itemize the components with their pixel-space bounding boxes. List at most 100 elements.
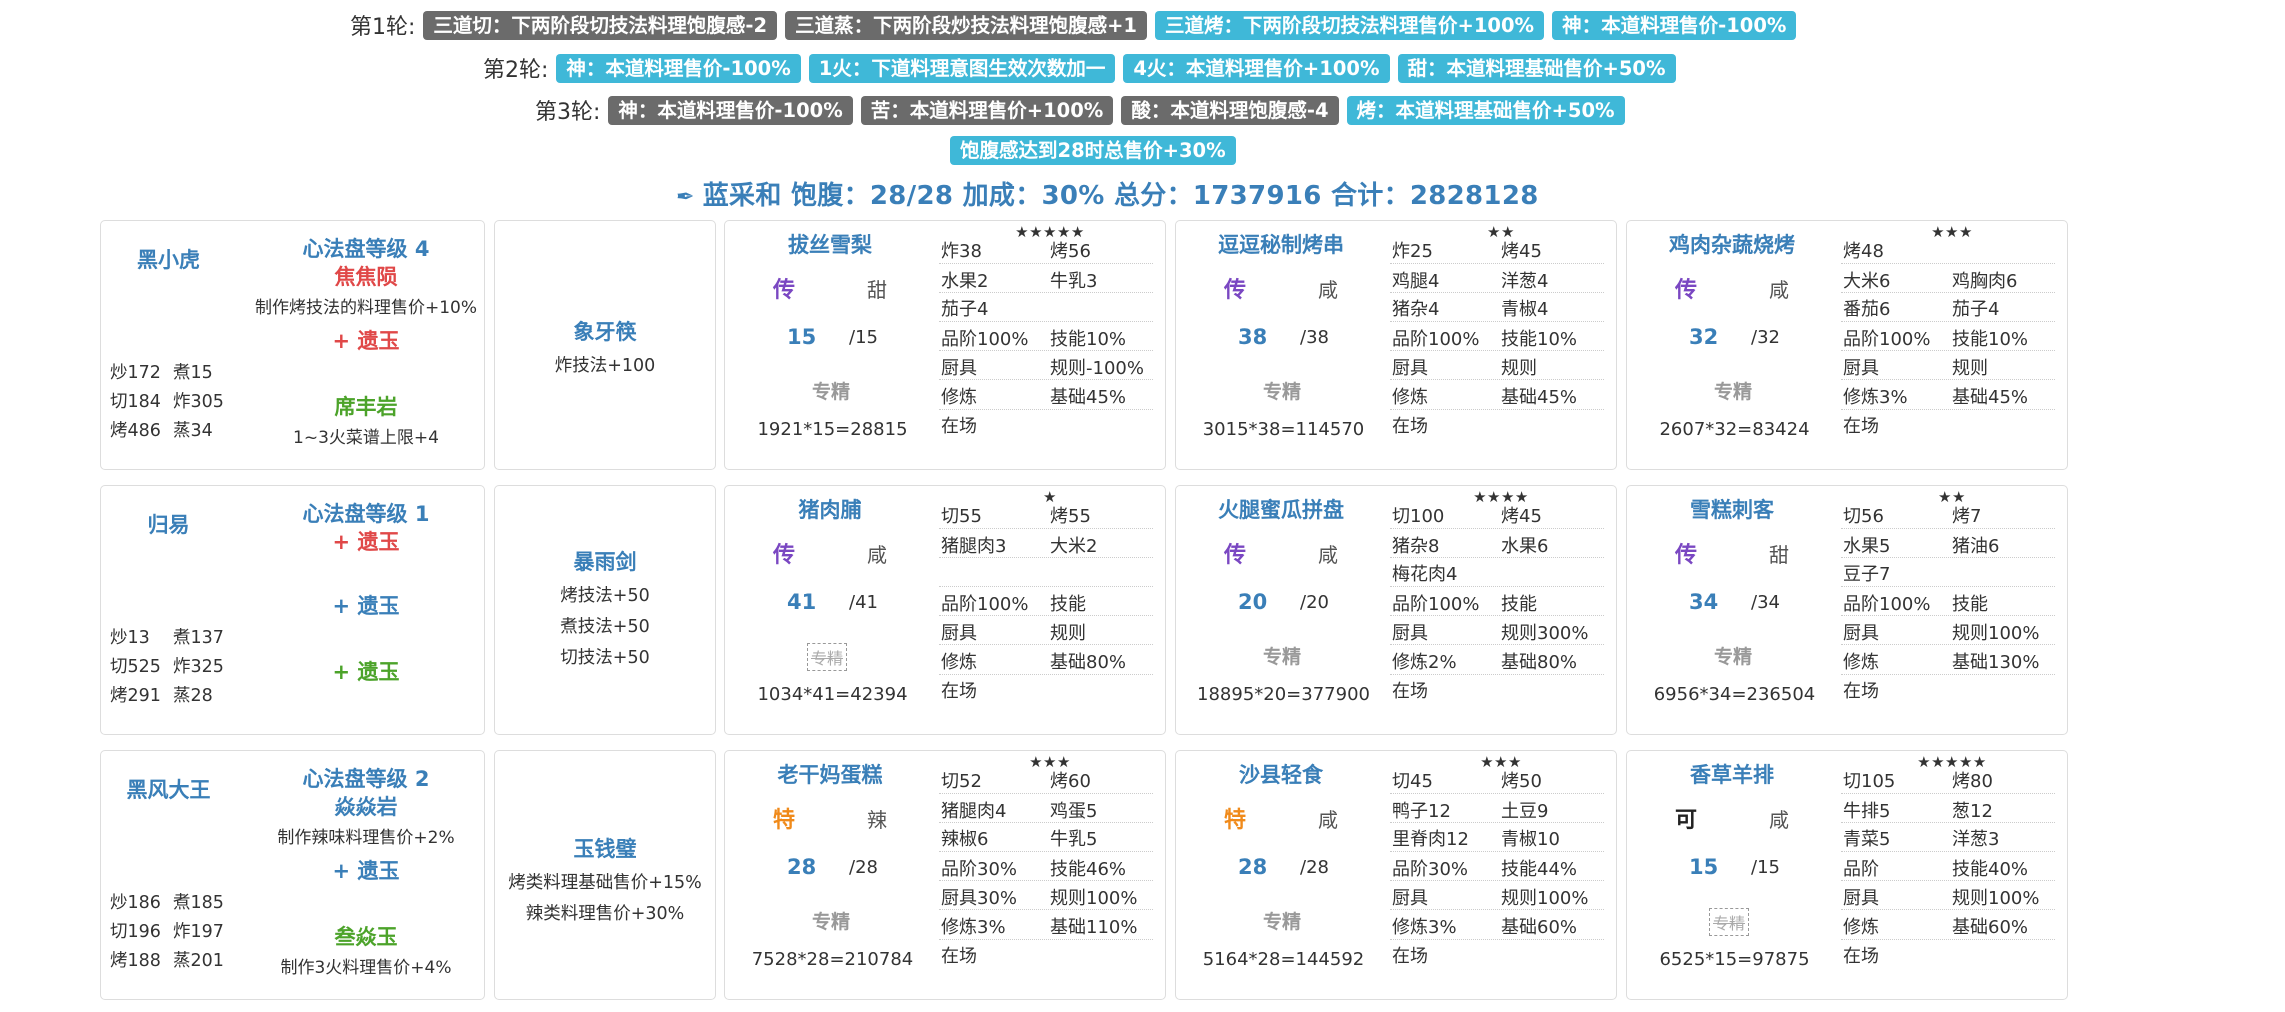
rule-tag[interactable]: 三道烤：下两阶段切技法料理售价+100% [1155, 10, 1545, 40]
quantity-input[interactable]: 32 [1689, 325, 1719, 349]
recipe-name[interactable]: 拔丝雪梨 [788, 233, 872, 257]
dotted-divider [1841, 263, 2055, 264]
chef-name[interactable]: 归易 [147, 513, 190, 537]
chef-stat: 炒172 [110, 363, 161, 383]
specialty-toggle[interactable]: 专精 [812, 381, 851, 403]
taste-label: 辣 [867, 808, 887, 832]
chef-name[interactable]: 黑风大王 [126, 778, 211, 802]
quantity-input[interactable]: 15 [1689, 855, 1719, 879]
recipe-name[interactable]: 逗逗秘制烤串 [1218, 233, 1344, 257]
recipe-attr: 水果5 [1843, 536, 1891, 557]
equip-effect: 煮技法+50 [560, 617, 650, 637]
jade-slot[interactable]: + 遗玉 [332, 329, 400, 353]
quantity-input[interactable]: 20 [1238, 590, 1268, 614]
taste-label: 咸 [1318, 808, 1338, 832]
rarity-badge: 传 [1224, 543, 1247, 568]
specialty-toggle[interactable]: 专精 [812, 911, 851, 933]
equip-effect: 切技法+50 [560, 648, 650, 668]
recipe-attr: 厨具 [1392, 888, 1428, 909]
recipe-attr: 规则-100% [1050, 358, 1144, 379]
equip-name[interactable]: 象牙筷 [573, 320, 637, 344]
recipe-attr: 在场 [1392, 946, 1428, 967]
jade-slot[interactable]: 焱焱岩 [334, 795, 398, 819]
summary-line: ✒ 蓝采和 饱腹：28/28 加成：30% 总分：1737916 合计：28281… [676, 175, 1539, 212]
equip-name[interactable]: 玉钱璧 [573, 837, 637, 861]
jade-slot[interactable]: + 遗玉 [332, 530, 400, 554]
rule-tag[interactable]: 神：本道料理售价-100% [1552, 10, 1797, 40]
jade-slot[interactable]: + 遗玉 [332, 859, 400, 883]
chef-stat: 烤291 [110, 686, 161, 706]
specialty-toggle[interactable]: 专精 [1714, 646, 1753, 668]
recipe-attr: 豆子7 [1843, 564, 1891, 585]
jade-slot[interactable]: 焦焦陨 [334, 265, 398, 289]
jade-slot[interactable]: + 遗玉 [332, 594, 400, 618]
rule-tag[interactable]: 烤：本道料理基础售价+50% [1346, 95, 1625, 125]
recipe-panel[interactable]: 猪肉脯 ★ 传 咸 41/41 专精 1034*41=42394 切55 烤55 猪腿肉3 大米2 品… [724, 485, 1166, 735]
recipe-attr: 修炼 [1843, 652, 1879, 673]
recipe-attr: 切100 [1392, 506, 1445, 527]
rule-tag[interactable]: 神：本道料理售价-100% [608, 95, 853, 125]
recipe-panel[interactable]: 香草羊排 ★★★★★ 可 咸 15/15 专精 6525*15=97875 切105 烤80 牛排… [1626, 750, 2068, 1000]
quantity-input[interactable]: 15 [787, 325, 817, 349]
recipe-name[interactable]: 火腿蜜瓜拼盘 [1218, 498, 1344, 522]
recipe-panel[interactable]: 拔丝雪梨 ★★★★★ 传 甜 15/15 专精 1921*15=28815 炸38 烤56 水果2… [724, 220, 1166, 470]
specialty-disabled-icon[interactable]: 专精 [807, 643, 848, 671]
mind-level[interactable]: 心法盘等级 4 [302, 237, 430, 261]
quantity-input[interactable]: 34 [1689, 590, 1719, 614]
recipe-name[interactable]: 雪糕刺客 [1690, 498, 1774, 522]
equip-panel[interactable]: 玉钱璧 烤类料理基础售价+15% 辣类料理售价+30% [494, 750, 716, 1000]
specialty-toggle[interactable]: 专精 [1714, 381, 1753, 403]
rarity-badge: 传 [773, 543, 796, 568]
chef-stat: 炸325 [173, 657, 224, 677]
equip-panel[interactable]: 象牙筷 炸技法+100 [494, 220, 716, 470]
recipe-attr: 基础45% [1952, 387, 2029, 408]
chef-stat: 煮185 [173, 893, 224, 913]
recipe-attr: 辣椒6 [941, 829, 989, 850]
dotted-divider [1390, 586, 1604, 587]
specialty-toggle[interactable]: 专精 [1263, 911, 1302, 933]
rule-tag[interactable]: 4火：本道料理售价+100% [1123, 53, 1390, 83]
rule-tag[interactable]: 1火：下道料理意图生效次数加一 [808, 53, 1116, 83]
recipe-panel[interactable]: 火腿蜜瓜拼盘 ★★★★ 传 咸 20/20 专精 18895*20=377900 切100 烤4… [1175, 485, 1617, 735]
specialty-toggle[interactable]: 专精 [1263, 381, 1302, 403]
recipe-panel[interactable]: 沙县轻食 ★★★ 特 咸 28/28 专精 5164*28=144592 切45 烤50 鸭子12… [1175, 750, 1617, 1000]
jade-slot[interactable]: + 遗玉 [332, 660, 400, 684]
recipe-panel[interactable]: 鸡肉杂蔬烧烤 ★★★ 传 咸 32/32 专精 2607*32=83424 烤48 大米6 鸡胸肉… [1626, 220, 2068, 470]
specialty-disabled-icon[interactable]: 专精 [1709, 908, 1750, 936]
mind-level[interactable]: 心法盘等级 2 [302, 767, 430, 791]
quantity-input[interactable]: 28 [787, 855, 817, 879]
rule-tag[interactable]: 酸：本道料理饱腹感-4 [1121, 95, 1339, 125]
mind-level[interactable]: 心法盘等级 1 [302, 502, 430, 526]
chef-panel: 黑风大王 心法盘等级 2 焱焱岩 制作辣味料理售价+2% + 遗玉 叁焱玉 制作3火料理售价… [100, 750, 485, 1000]
quantity-input[interactable]: 28 [1238, 855, 1268, 879]
recipe-name[interactable]: 猪肉脯 [798, 498, 862, 522]
recipe-attr: 规则300% [1501, 623, 1589, 644]
jade-effect: 1~3火菜谱上限+4 [293, 428, 439, 448]
specialty-toggle[interactable]: 专精 [1263, 646, 1302, 668]
recipe-panel[interactable]: 雪糕刺客 ★★ 传 甜 34/34 专精 6956*34=236504 切56 烤7 水果5 猪油6… [1626, 485, 2068, 735]
recipe-panel[interactable]: 老干妈蛋糕 ★★★ 特 辣 28/28 专精 7528*28=210784 切52 烤60 猪腿肉… [724, 750, 1166, 1000]
recipe-name[interactable]: 老干妈蛋糕 [777, 763, 883, 787]
rule-tag[interactable]: 三道切：下两阶段切技法料理饱腹感-2 [423, 10, 778, 40]
rule-tag[interactable]: 苦：本道料理售价+100% [860, 95, 1114, 125]
recipe-name[interactable]: 鸡肉杂蔬烧烤 [1669, 233, 1795, 257]
quantity-input[interactable]: 41 [787, 590, 817, 614]
dotted-divider [1390, 321, 1604, 322]
dotted-divider [939, 557, 1153, 558]
dotted-divider [1841, 793, 2055, 794]
rule-tag[interactable]: 甜：本道料理基础售价+50% [1397, 53, 1676, 83]
jade-slot[interactable]: 叁焱玉 [334, 925, 398, 949]
rule-tag[interactable]: 三道蒸：下两阶段炒技法料理饱腹感+1 [785, 10, 1148, 40]
quantity-input[interactable]: 38 [1238, 325, 1268, 349]
rule-tag[interactable]: 饱腹感达到28时总售价+30% [950, 136, 1236, 165]
round-label: 第3轮: [535, 100, 601, 125]
recipe-attr: 洋葱3 [1952, 829, 2000, 850]
equip-name[interactable]: 暴雨剑 [573, 550, 637, 574]
recipe-panel[interactable]: 逗逗秘制烤串 ★★ 传 咸 38/38 专精 3015*38=114570 炸25 烤45 鸡腿4… [1175, 220, 1617, 470]
jade-slot[interactable]: 席丰岩 [334, 395, 398, 419]
rule-tag[interactable]: 神：本道料理售价-100% [556, 53, 801, 83]
recipe-name[interactable]: 沙县轻食 [1239, 763, 1323, 787]
equip-panel[interactable]: 暴雨剑 烤技法+50 煮技法+50 切技法+50 [494, 485, 716, 735]
recipe-name[interactable]: 香草羊排 [1690, 763, 1774, 787]
chef-name[interactable]: 黑小虎 [137, 248, 200, 272]
